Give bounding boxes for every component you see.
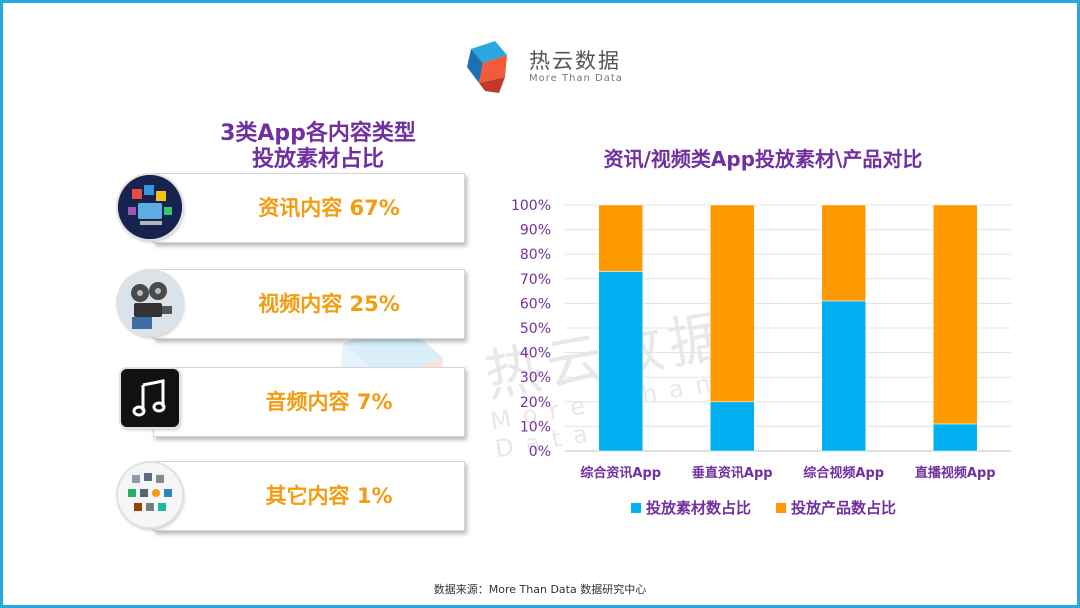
x-tick-label: 综合视频App	[803, 465, 884, 481]
brand-tagline: More Than Data	[529, 73, 623, 84]
stacked-bar-chart: 0% 10% 20% 30% 40% 50% 60% 70% 80% 90% 100% 综合资讯Ap…	[511, 198, 1011, 517]
content-card-news: 资讯内容 67%	[153, 173, 465, 243]
card-label: 视频内容 25%	[258, 292, 400, 316]
y-tick-label: 30%	[520, 370, 551, 386]
x-axis: 综合资讯App 垂直资讯App 综合视频App 直播视频App	[580, 465, 995, 481]
bar-product	[710, 204, 755, 403]
content-card-video: 视频内容 25%	[153, 269, 465, 339]
bar-material	[821, 300, 866, 452]
y-tick-label: 90%	[520, 223, 551, 239]
y-tick-label: 0%	[529, 444, 551, 460]
left-panel-title: 3类App各内容类型 投放素材占比	[193, 121, 443, 173]
card-label: 资讯内容 67%	[258, 196, 400, 220]
bar-material	[598, 271, 643, 452]
card-label: 音频内容 7%	[265, 390, 393, 414]
x-tick-label: 直播视频App	[915, 465, 996, 481]
content-card-audio: 音频内容 7%	[153, 367, 465, 437]
left-title-line1: 3类App各内容类型	[220, 121, 416, 146]
card-label: 其它内容 1%	[265, 484, 393, 508]
y-tick-label: 60%	[520, 296, 551, 312]
y-tick-label: 70%	[520, 272, 551, 288]
bar-product	[933, 204, 978, 425]
data-source-note: 数据来源：More Than Data 数据研究中心	[433, 583, 647, 596]
y-axis: 0% 10% 20% 30% 40% 50% 60% 70% 80% 90% 100%	[511, 198, 551, 460]
bar-product	[598, 204, 643, 272]
y-tick-label: 80%	[520, 247, 551, 263]
brand-logo: 热云数据 More Than Data	[465, 39, 635, 95]
chart-title: 资讯/视频类App投放素材\产品对比	[603, 147, 923, 171]
content-card-other: 其它内容 1%	[153, 461, 465, 531]
news-media-icon	[118, 175, 182, 239]
bar-material	[933, 423, 978, 452]
x-tick-label: 垂直资讯App	[692, 465, 773, 481]
cube-logo-icon	[467, 41, 507, 93]
legend-label: 投放素材数占比	[646, 499, 751, 517]
chart-legend: 投放素材数占比 投放产品数占比	[631, 499, 896, 517]
film-projector-icon	[118, 271, 182, 335]
legend-swatch	[631, 503, 641, 513]
y-tick-label: 100%	[511, 198, 551, 214]
brand-name: 热云数据	[529, 49, 621, 73]
left-title-line2: 投放素材占比	[251, 147, 384, 172]
bar-product	[821, 204, 866, 302]
music-note-icon	[121, 369, 179, 427]
y-tick-label: 40%	[520, 346, 551, 362]
legend-label: 投放产品数占比	[791, 499, 896, 517]
legend-swatch	[776, 503, 786, 513]
y-tick-label: 10%	[520, 419, 551, 435]
bar-material	[710, 401, 755, 452]
y-tick-label: 50%	[520, 321, 551, 337]
assorted-apps-icon	[118, 463, 182, 527]
x-tick-label: 综合资讯App	[580, 465, 661, 481]
chart-bars	[598, 204, 978, 452]
y-tick-label: 20%	[520, 395, 551, 411]
